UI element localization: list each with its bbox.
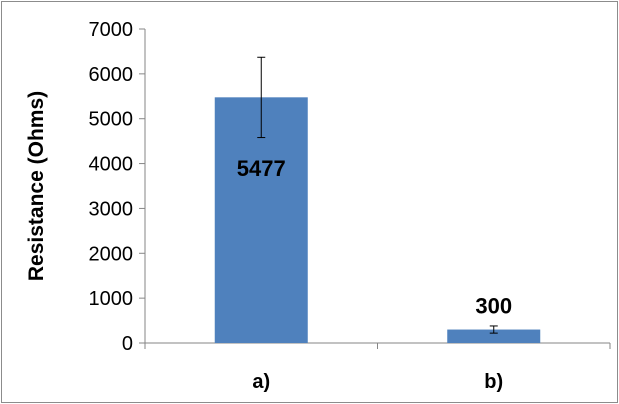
- data-label: 300: [475, 294, 512, 319]
- labels: a) 5477 b) 300: [237, 156, 512, 393]
- y-tick-label: 7000: [89, 19, 134, 41]
- y-tick-label: 4000: [89, 154, 134, 176]
- y-tick-label: 3000: [89, 198, 134, 220]
- bars: [214, 97, 541, 343]
- error-bars: [257, 56, 498, 334]
- bar: [214, 97, 308, 343]
- y-axis-label: Resistance (Ohms): [25, 91, 48, 281]
- x-tick-label: b): [484, 371, 503, 393]
- x-tick-label: a): [252, 371, 270, 393]
- axes: 0 1000 2000 3000 4000 5000 6000 7000: [89, 19, 611, 355]
- y-tick-label: 2000: [89, 243, 134, 265]
- y-tick-label: 0: [122, 333, 133, 355]
- y-tick-label: 5000: [89, 109, 134, 131]
- bar: [447, 329, 541, 343]
- y-tick-label: 6000: [89, 64, 134, 86]
- data-label: 5477: [237, 156, 286, 181]
- y-tick-label: 1000: [89, 288, 134, 310]
